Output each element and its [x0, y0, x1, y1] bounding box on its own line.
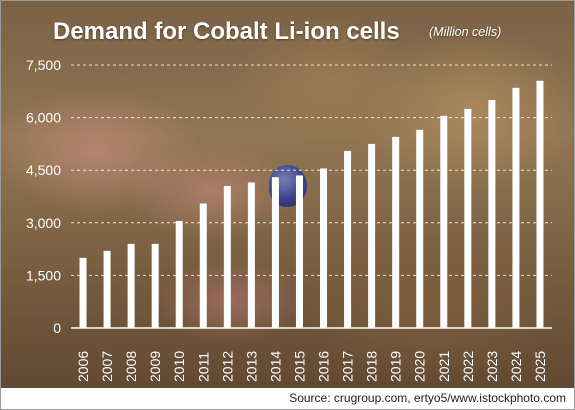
bar-chart: 0 1,500 3,000 4,500 6,000 7,500 2006 2007 2008 20…	[26, 57, 552, 382]
x-tick-label: 2007	[99, 351, 115, 382]
x-tick-label: 2006	[75, 351, 91, 382]
bar	[103, 250, 111, 328]
bar	[416, 129, 424, 328]
y-tick-label: 6,000	[26, 110, 61, 126]
x-tick-label: 2013	[243, 351, 259, 382]
bar	[536, 80, 544, 328]
bar	[295, 175, 303, 328]
bar	[151, 243, 159, 328]
x-tick-label: 2011	[195, 352, 211, 382]
bar	[127, 243, 135, 328]
source-credit: Source: crugroup.com, ertyo5/www.istockp…	[289, 391, 566, 405]
y-tick-label: 1,500	[26, 267, 61, 283]
x-tick-label: 2015	[291, 351, 307, 382]
bar	[344, 150, 352, 328]
y-tick-label: 7,500	[26, 57, 61, 73]
bar	[247, 182, 255, 328]
bar	[199, 203, 207, 328]
x-tick-label: 2022	[460, 351, 476, 382]
bar	[79, 257, 87, 328]
x-tick-label: 2025	[532, 351, 548, 382]
bar	[464, 108, 472, 328]
bar	[368, 143, 376, 328]
bar	[512, 87, 520, 328]
y-tick-label: 0	[53, 320, 61, 336]
x-tick-label: 2019	[388, 351, 404, 382]
x-tick-label: 2010	[171, 351, 187, 382]
x-tick-label: 2009	[147, 351, 163, 382]
x-tick-label: 2023	[484, 351, 500, 382]
x-tick-label: 2024	[508, 351, 524, 382]
bar	[320, 168, 328, 328]
bar	[392, 136, 400, 328]
bar	[223, 185, 231, 328]
x-tick-label: 2017	[340, 351, 356, 382]
x-tick-label: 2016	[316, 351, 332, 382]
x-tick-label: 2020	[412, 351, 428, 382]
bar	[175, 221, 183, 328]
chart-title: Demand for Cobalt Li-ion cells	[53, 18, 400, 45]
x-tick-label: 2008	[123, 351, 139, 382]
bar	[440, 115, 448, 328]
bar	[488, 100, 496, 328]
chart-subtitle: (Million cells)	[429, 25, 502, 39]
y-tick-label: 3,000	[26, 215, 61, 231]
x-tick-label: 2018	[364, 351, 380, 382]
footer-bar: Source: crugroup.com, ertyo5/www.istockp…	[1, 388, 574, 409]
x-tick-label: 2012	[219, 351, 235, 382]
y-tick-label: 4,500	[26, 162, 61, 178]
x-tick-label: 2021	[436, 351, 452, 382]
x-tick-label: 2014	[267, 351, 283, 382]
bar	[271, 177, 279, 328]
